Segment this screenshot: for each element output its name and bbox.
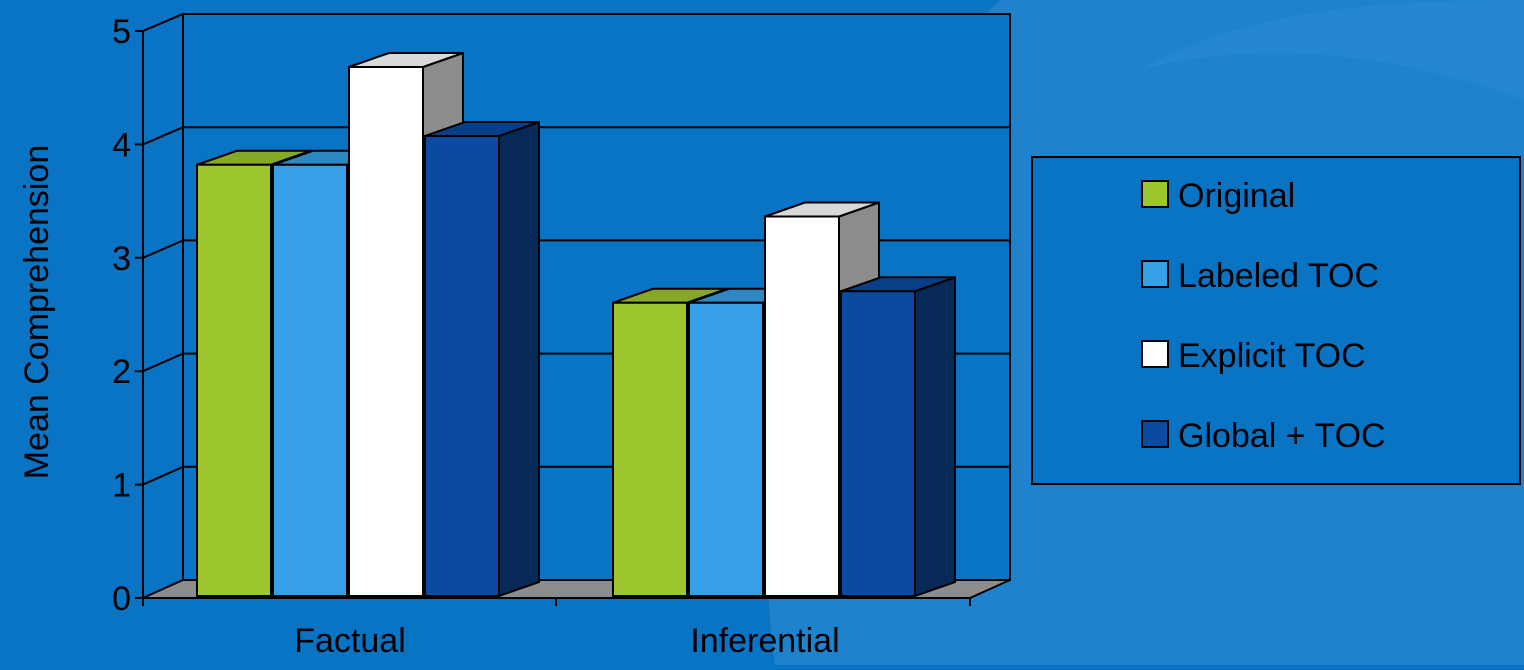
legend-swatch — [1141, 180, 1169, 208]
gridline-side — [142, 13, 184, 32]
legend-label: Original — [1178, 177, 1295, 215]
y-axis-title: Mean Comprehension — [18, 145, 56, 480]
x-category-label: Factual — [294, 622, 406, 660]
y-tick-label: 2 — [112, 353, 131, 391]
y-tick-label: 1 — [112, 467, 131, 505]
legend-swatch — [1141, 340, 1169, 368]
bar-front — [424, 135, 500, 597]
x-category-label: Inferential — [690, 622, 839, 660]
bar-side — [914, 275, 956, 598]
gridline-side — [142, 239, 184, 259]
bar-front — [348, 66, 424, 597]
legend: Original Labeled TOC Explicit TOC Global + … — [1031, 156, 1521, 485]
bars — [196, 51, 956, 598]
bar-front — [196, 163, 272, 597]
bar — [840, 275, 956, 598]
y-tick-label: 5 — [112, 13, 131, 51]
gridline-side — [142, 126, 184, 146]
bar-front — [764, 215, 840, 597]
y-tick-label: 4 — [112, 126, 131, 164]
background-arc-top — [1140, 0, 1524, 100]
axes: 0 1 2 3 4 5 Factual Inferential — [112, 13, 971, 660]
bar-front — [840, 290, 916, 597]
legend-swatch — [1141, 420, 1169, 448]
bar-front — [612, 301, 688, 597]
gridline-side — [142, 352, 184, 373]
bar-front — [272, 163, 348, 597]
legend-label: Explicit TOC — [1178, 337, 1366, 375]
legend-label: Labeled TOC — [1178, 257, 1379, 295]
y-tick-label: 0 — [112, 580, 131, 618]
legend-swatch — [1141, 260, 1169, 288]
gridline-side — [142, 465, 184, 486]
bar — [424, 120, 540, 598]
side-wall — [142, 12, 184, 600]
bar-front — [688, 301, 764, 597]
legend-label: Global + TOC — [1178, 417, 1386, 455]
y-tick-label: 3 — [112, 240, 131, 278]
bar-side — [498, 120, 540, 598]
legend-box — [1031, 156, 1521, 485]
